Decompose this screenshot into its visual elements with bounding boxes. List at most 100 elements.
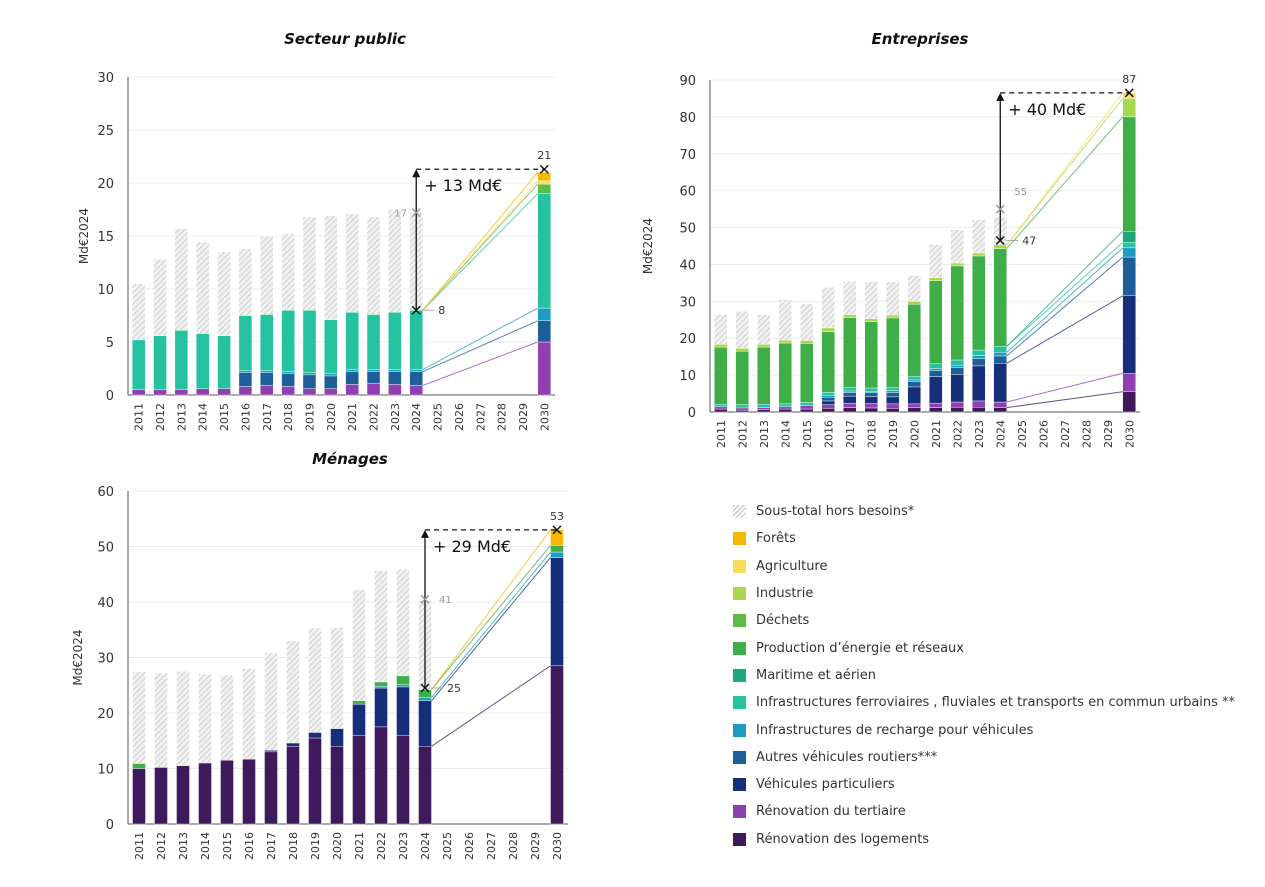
- bar-segment-tertiaire-2020: [324, 388, 338, 396]
- bar-segment-energie-2023: [396, 675, 410, 685]
- legend-item-maritime: Maritime et aérien: [733, 662, 1235, 689]
- bar-segment-vp-2021: [929, 376, 943, 404]
- legend-item-vp: Véhicules particuliers: [733, 771, 1235, 798]
- bar-segment-hors-2019: [886, 281, 900, 316]
- bar-segment-tertiaire-2021: [929, 402, 943, 408]
- y-tick-label: 70: [679, 148, 696, 163]
- trend-line-autres: [422, 320, 539, 373]
- bar-segment-energie-2022: [374, 681, 388, 687]
- bar-segment-recharge-2017: [260, 370, 274, 373]
- bar-segment-recharge-2024: [993, 352, 1007, 357]
- y-tick-label: 50: [679, 222, 696, 237]
- bar-segment-tertiaire-2013: [757, 407, 771, 410]
- bar-segment-tertiaire-2030: [1122, 373, 1136, 392]
- bar-segment-ferro-2011: [714, 404, 728, 408]
- bar-segment-energie-2015: [800, 343, 814, 403]
- x-tick-label: 2026: [463, 832, 476, 860]
- bar-segment-vp-2023: [396, 686, 410, 736]
- bar-segment-logements-2017: [843, 407, 857, 413]
- bar-segment-tertiaire-2012: [153, 389, 167, 396]
- legend-label: Autres véhicules routiers***: [756, 749, 938, 765]
- legend-item-autres: Autres véhicules routiers***: [733, 744, 1235, 771]
- bar-segment-autres-2020: [324, 375, 338, 389]
- chart-entreprises: Entreprises0102030405060708090Md€2024201…: [641, 30, 1140, 448]
- bar-segment-ferro-2013: [174, 330, 189, 390]
- trend-line-ferro: [422, 193, 539, 311]
- bar-segment-energie-2024: [993, 248, 1007, 347]
- bar-segment-industrie-2011: [714, 343, 728, 348]
- bar-segment-hors-2023: [972, 219, 986, 254]
- bar-segment-agri-2030: [537, 180, 552, 185]
- bar-segment-recharge-2020: [324, 373, 338, 377]
- bar-segment-hors-2023: [396, 569, 410, 677]
- bar-segment-hors-2020: [324, 215, 338, 320]
- bar-segment-hors-2022: [374, 570, 388, 683]
- delta-arrow-head: [412, 169, 421, 178]
- bar-segment-hors-2015: [220, 675, 234, 761]
- legend-label: Véhicules particuliers: [756, 777, 895, 793]
- bar-segment-forets-2030: [550, 529, 564, 546]
- x-tick-label: 2029: [1102, 420, 1115, 448]
- total-2024-marker: [411, 208, 421, 218]
- x-tick-label: 2027: [474, 403, 487, 431]
- legend-item-energie: Production d’énergie et réseaux: [733, 634, 1235, 661]
- bar-segment-hors-2016: [238, 248, 253, 316]
- x-tick-label: 2014: [779, 420, 792, 448]
- bar-segment-logements-2013: [176, 765, 190, 825]
- bar-segment-vp-2016: [821, 400, 835, 405]
- legend-item-dechets: Déchets: [733, 607, 1235, 634]
- bar-segment-industrie-2023: [972, 252, 986, 257]
- bar-segment-energie-2030: [550, 545, 564, 553]
- bar-segment-logements-2018: [286, 746, 300, 825]
- bar-segment-industrie-2018: [864, 318, 878, 322]
- bar-segment-hors-2015: [217, 251, 231, 336]
- bar-segment-recharge-2018: [864, 391, 878, 394]
- bar-segment-hors-2019: [308, 627, 322, 733]
- start-value-label: 47: [1022, 234, 1036, 247]
- bar-segment-energie-2024: [418, 689, 432, 698]
- y-tick-label: 30: [679, 295, 696, 310]
- y-tick-label: 10: [679, 369, 696, 384]
- bar-segment-hors-2011: [714, 314, 728, 345]
- bar-segment-dechets-2030: [537, 183, 552, 194]
- trend-line-vp: [1006, 295, 1124, 364]
- bar-segment-ferro-2013: [757, 404, 771, 408]
- trend-line-agri: [422, 180, 539, 311]
- bar-segment-hors-2022: [950, 229, 964, 264]
- bar-segment-ferro-2014: [196, 333, 210, 389]
- x-tick-label: 2021: [346, 403, 359, 431]
- bar-segment-tertiaire-2011: [131, 389, 146, 396]
- x-tick-label: 2026: [453, 403, 466, 431]
- x-tick-label: 2021: [930, 420, 943, 448]
- x-tick-label: 2025: [1016, 420, 1029, 448]
- legend-label: Rénovation du tertiaire: [756, 804, 906, 820]
- x-tick-label: 2015: [221, 832, 234, 860]
- total-2024-marker: [420, 594, 430, 604]
- bar-segment-hors-2017: [264, 652, 278, 751]
- bar-segment-ferro-2020: [907, 376, 921, 381]
- delta-label: + 29 Md€: [433, 537, 511, 556]
- bar-segment-vp-2030: [1122, 295, 1136, 374]
- chart-title: Ménages: [312, 450, 388, 468]
- total-2024-label: 55: [1014, 187, 1027, 198]
- bar-segment-autres-2030: [1122, 256, 1136, 296]
- bar-segment-recharge-2023: [388, 369, 402, 372]
- bar-segment-hors-2016: [242, 668, 256, 760]
- x-tick-label: 2012: [154, 403, 167, 431]
- bar-segment-tertiaire-2024: [409, 385, 423, 396]
- legend-label: Sous-total hors besoins*: [756, 504, 915, 520]
- x-tick-label: 2020: [908, 420, 921, 448]
- chart-title: Secteur public: [284, 30, 406, 48]
- bar-segment-logements-2019: [308, 737, 322, 825]
- total-2024-label: 17: [394, 209, 407, 220]
- legend-swatch-ferro: [733, 696, 746, 710]
- bar-segment-vp-2030: [550, 557, 564, 667]
- x-tick-label: 2011: [133, 832, 146, 860]
- x-tick-label: 2020: [325, 403, 338, 431]
- bar-segment-logements-2023: [972, 407, 986, 413]
- y-tick-label: 40: [679, 258, 696, 273]
- start-value-label: 8: [438, 304, 445, 317]
- y-tick-label: 80: [679, 111, 696, 126]
